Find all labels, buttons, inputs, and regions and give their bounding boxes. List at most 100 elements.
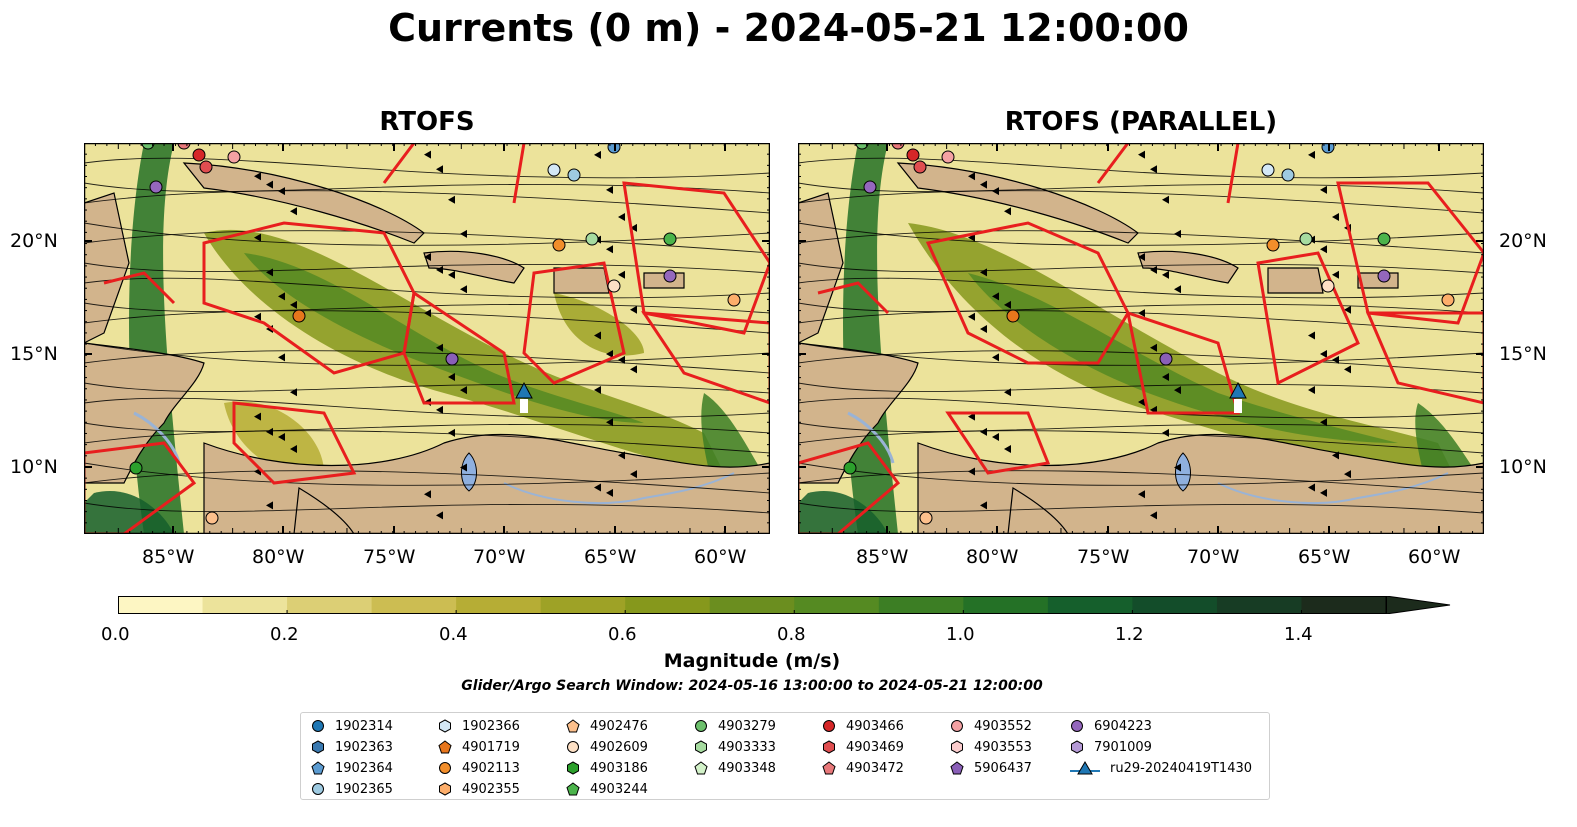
- colorbar-segment: [625, 596, 711, 614]
- streamline-arrow: [618, 212, 625, 221]
- lon-label-right-60w: 60°W: [1408, 546, 1461, 568]
- magnitude-patch: [968, 273, 1398, 443]
- trajectory-polygon: [1365, 311, 1484, 405]
- float-marker: [906, 148, 920, 162]
- search-window-note: Glider/Argo Search Window: 2024-05-16 13…: [461, 678, 1043, 694]
- colorbar-segment: [1132, 596, 1218, 614]
- lat-label-left-15n: 15°N: [10, 343, 58, 365]
- streamline: [798, 342, 1484, 366]
- legend-item-label: 4903552: [974, 718, 1032, 734]
- float-marker: [607, 279, 621, 293]
- streamline-arrow: [1308, 150, 1315, 159]
- hexagon-marker-icon: [439, 719, 451, 733]
- float-marker: [1261, 163, 1275, 177]
- legend-item: 4903244: [566, 779, 648, 799]
- streamline-arrow: [1162, 428, 1169, 437]
- streamline-arrow: [1308, 483, 1315, 492]
- streamline: [798, 262, 1484, 274]
- land-mass: [1137, 250, 1239, 284]
- lon-label-left-75w: 75°W: [363, 546, 416, 568]
- magnitude-patch: [84, 491, 174, 534]
- streamline-arrow: [630, 470, 637, 479]
- glider-track: [520, 399, 528, 413]
- land-mass: [1267, 267, 1324, 294]
- streamline-arrow: [980, 501, 987, 510]
- streamline: [798, 230, 1484, 254]
- colorbar-segment: [709, 596, 795, 614]
- trajectory-polygon: [1256, 251, 1360, 386]
- streamline-arrow: [1138, 309, 1145, 318]
- streamline: [798, 462, 1484, 486]
- legend-item-label: 4902355: [462, 781, 520, 797]
- streamline-arrow: [630, 305, 637, 314]
- magnitude-patch: [244, 253, 644, 423]
- colorbar-tick-1-0: 1.0: [946, 624, 975, 645]
- circle-marker-icon: [567, 741, 579, 753]
- platform-legend: 1902314 1902363 1902364 1902365 1902366 49017…: [300, 712, 1270, 800]
- float-marker: [1006, 309, 1020, 323]
- streamline: [84, 310, 770, 334]
- land-mass: [84, 192, 130, 344]
- streamline-arrow: [254, 172, 261, 181]
- streamline-arrow: [968, 467, 975, 476]
- streamline-arrow: [594, 150, 601, 159]
- streamline-arrow: [594, 483, 601, 492]
- float-marker: [941, 150, 955, 164]
- colorbar-tick-0-6: 0.6: [608, 624, 637, 645]
- streamline-arrow: [424, 490, 431, 499]
- trajectory-polygon: [817, 143, 1240, 315]
- streamline: [84, 422, 770, 434]
- hexagon-marker-icon: [695, 740, 707, 754]
- float-marker: [1377, 232, 1391, 246]
- streamline-arrow: [424, 252, 431, 261]
- legend-item: 4903466: [822, 716, 904, 736]
- streamline-arrow: [1162, 195, 1169, 204]
- hexagon-marker-icon: [1071, 740, 1083, 754]
- streamline-arrow: [1344, 305, 1351, 314]
- streamline-arrow: [1320, 245, 1327, 254]
- streamline: [84, 350, 770, 374]
- circle-marker-icon: [312, 783, 324, 795]
- streamline: [84, 502, 770, 514]
- streamline: [798, 470, 1484, 494]
- streamline-arrow: [460, 386, 467, 395]
- streamline-arrow: [424, 309, 431, 318]
- streamline-arrow: [278, 292, 285, 301]
- float-marker: [205, 511, 219, 525]
- legend-item: 4903333: [694, 737, 776, 757]
- streamline-arrow: [460, 285, 467, 294]
- panel-title-rtofs-parallel: RTOFS (PARALLEL): [1004, 107, 1278, 137]
- lake: [461, 452, 477, 492]
- streamline-arrow: [606, 488, 613, 497]
- streamline-arrow: [278, 432, 285, 441]
- lat-label-right-15n: 15°N: [1499, 343, 1547, 365]
- legend-item-label: 1902314: [335, 718, 393, 734]
- pentagon-marker-icon: [822, 761, 836, 775]
- pentagon-marker-icon: [311, 761, 325, 775]
- streamline-arrow: [1332, 451, 1339, 460]
- streamline-arrow: [968, 312, 975, 321]
- legend-item: 1902364: [311, 758, 393, 778]
- streamline-arrow: [436, 265, 443, 274]
- streamline: [798, 430, 1484, 454]
- legend-item-label: 4903466: [846, 718, 904, 734]
- land-mass: [798, 192, 844, 344]
- colorbar-segment: [963, 596, 1049, 614]
- streamline-arrow: [254, 233, 261, 242]
- float-marker: [1159, 352, 1173, 366]
- streamline-arrow: [618, 355, 625, 364]
- streamline-arrow: [1138, 150, 1145, 159]
- lat-label-left-10n: 10°N: [10, 456, 58, 478]
- streamline-arrow: [1162, 372, 1169, 381]
- streamline-arrow: [1174, 285, 1181, 294]
- legend-item: 4903552: [950, 716, 1032, 736]
- streamline-arrow: [1004, 207, 1011, 216]
- land-mass: [553, 267, 610, 294]
- streamline-arrow: [1320, 350, 1327, 359]
- lat-label-left-20n: 20°N: [10, 230, 58, 252]
- legend-item: 4901719: [438, 737, 520, 757]
- streamline-arrow: [980, 268, 987, 277]
- streamline-arrow: [290, 388, 297, 397]
- streamline-arrow: [606, 245, 613, 254]
- trajectory-polygon: [925, 221, 1130, 365]
